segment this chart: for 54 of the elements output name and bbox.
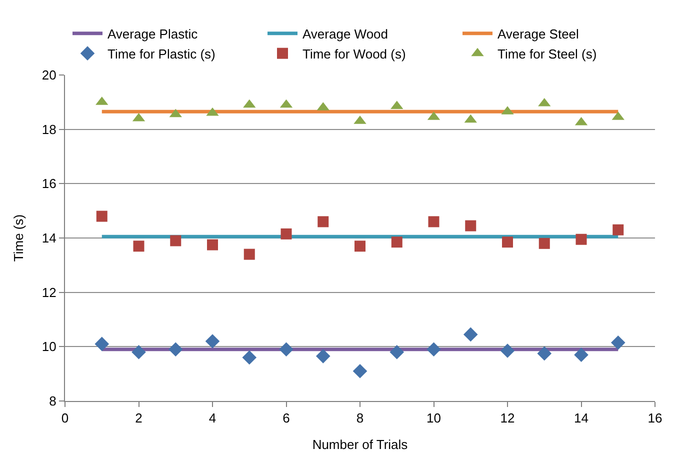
- legend-label: Time for Plastic (s): [108, 46, 216, 62]
- point: [94, 336, 110, 352]
- point: [280, 228, 292, 240]
- x-tick-label: 8: [356, 410, 364, 426]
- point: [170, 235, 182, 246]
- point: [574, 348, 588, 362]
- point: [205, 334, 220, 348]
- x-tick-label: 12: [500, 410, 515, 426]
- y-tick-label: 8: [49, 394, 56, 409]
- x-tick-label: 0: [61, 410, 69, 426]
- y-tick-label: 20: [42, 68, 56, 83]
- point: [538, 238, 550, 249]
- point: [390, 344, 404, 360]
- y-tick-label: 14: [42, 230, 56, 246]
- point: [465, 220, 476, 232]
- point: [463, 327, 478, 342]
- point: [537, 346, 552, 361]
- point: [316, 349, 330, 364]
- point: [502, 236, 513, 248]
- point: [428, 216, 440, 228]
- point: [500, 344, 515, 358]
- point: [132, 344, 146, 360]
- point: [318, 216, 329, 228]
- x-tick-label: 14: [574, 410, 588, 426]
- point: [133, 240, 144, 252]
- y-tick-label: 16: [42, 176, 56, 192]
- y-tick-label: 18: [42, 122, 56, 137]
- y-tick-label: 10: [42, 339, 56, 354]
- point: [168, 342, 183, 357]
- point: [244, 248, 255, 260]
- legend-label: Average Wood: [302, 26, 388, 42]
- x-tick-label: 4: [208, 410, 216, 426]
- x-axis-title: Number of Trials: [312, 437, 408, 452]
- x-tick-label: 6: [282, 410, 290, 426]
- legend-label: Average Plastic: [108, 26, 198, 42]
- x-tick-label: 10: [426, 410, 441, 426]
- legend-label: Time for Wood (s): [302, 46, 406, 62]
- point: [576, 234, 587, 245]
- point: [426, 342, 441, 357]
- point: [279, 342, 294, 357]
- point: [354, 240, 366, 252]
- y-axis-title: Time (s): [10, 214, 26, 262]
- y-tick-label: 12: [42, 284, 56, 300]
- point: [242, 350, 257, 365]
- point: [96, 210, 108, 222]
- point: [352, 364, 368, 378]
- x-tick-label: 2: [135, 410, 142, 426]
- point: [610, 335, 626, 350]
- point: [391, 236, 402, 248]
- x-tick-label: 16: [648, 410, 662, 426]
- legend-label: Time for Steel (s): [498, 46, 597, 62]
- point: [207, 239, 218, 250]
- point: [612, 224, 624, 236]
- legend-label: Average Steel: [498, 26, 580, 42]
